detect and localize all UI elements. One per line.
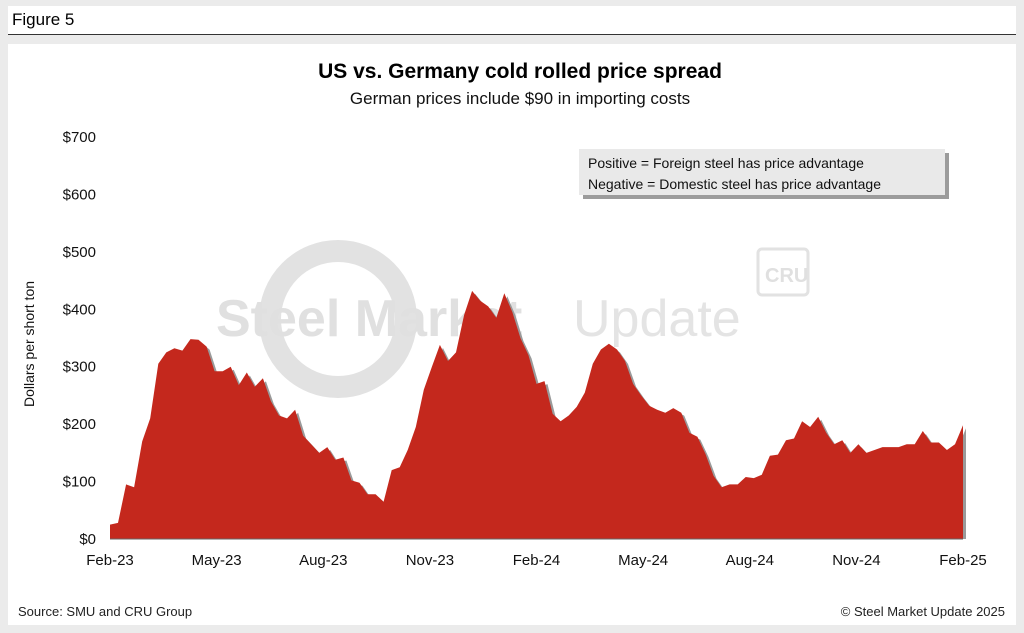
chart-subtitle: German prices include $90 in importing c… — [350, 89, 690, 108]
watermark-badge: CRU — [765, 265, 808, 287]
x-axis-ticks: Feb-23 May-23 Aug-23 Nov-23 Feb-24 May-24 Aug-… — [86, 552, 987, 569]
figure-label: Figure 5 — [12, 10, 75, 29]
x-tick-label: May-23 — [192, 552, 242, 569]
x-tick-label: Feb-25 — [939, 552, 987, 569]
watermark-badge-frame — [756, 247, 810, 297]
y-tick-label: $200 — [63, 416, 96, 433]
x-tick-label: Aug-24 — [726, 552, 774, 569]
watermark-logo-ring — [259, 240, 417, 398]
area-series — [110, 290, 966, 539]
chart: Steel Market Update CRU US vs. Germany c… — [18, 60, 1005, 619]
y-axis-label: Dollars per short ton — [21, 281, 37, 407]
price-spread-area — [110, 290, 963, 539]
legend-box: Positive = Foreign steel has price advan… — [579, 149, 949, 199]
legend-negative: Negative = Domestic steel has price adva… — [588, 176, 881, 192]
watermark-text-light: Update — [573, 290, 741, 348]
copyright-note: © Steel Market Update 2025 — [841, 604, 1005, 619]
y-tick-label: $600 — [63, 186, 96, 203]
y-tick-label: $100 — [63, 474, 96, 491]
legend-positive: Positive = Foreign steel has price advan… — [588, 155, 864, 171]
x-tick-label: May-24 — [618, 552, 668, 569]
x-tick-label: Nov-23 — [406, 552, 454, 569]
y-tick-label: $300 — [63, 359, 96, 376]
x-tick-label: Feb-23 — [86, 552, 134, 569]
y-tick-label: $400 — [63, 301, 96, 318]
legend-bg — [579, 149, 945, 195]
y-axis-ticks: $0 $100 $200 $300 $400 $500 $600 $700 — [63, 129, 96, 548]
x-tick-label: Aug-23 — [299, 552, 347, 569]
chart-title: US vs. Germany cold rolled price spread — [318, 60, 722, 83]
x-tick-label: Feb-24 — [513, 552, 561, 569]
x-tick-label: Nov-24 — [832, 552, 880, 569]
y-tick-label: $0 — [79, 531, 96, 548]
y-tick-label: $500 — [63, 244, 96, 261]
y-tick-label: $700 — [63, 129, 96, 146]
source-note: Source: SMU and CRU Group — [18, 604, 192, 619]
figure-header: Figure 5 — [8, 6, 1016, 35]
chart-panel: Steel Market Update CRU US vs. Germany c… — [8, 44, 1016, 625]
